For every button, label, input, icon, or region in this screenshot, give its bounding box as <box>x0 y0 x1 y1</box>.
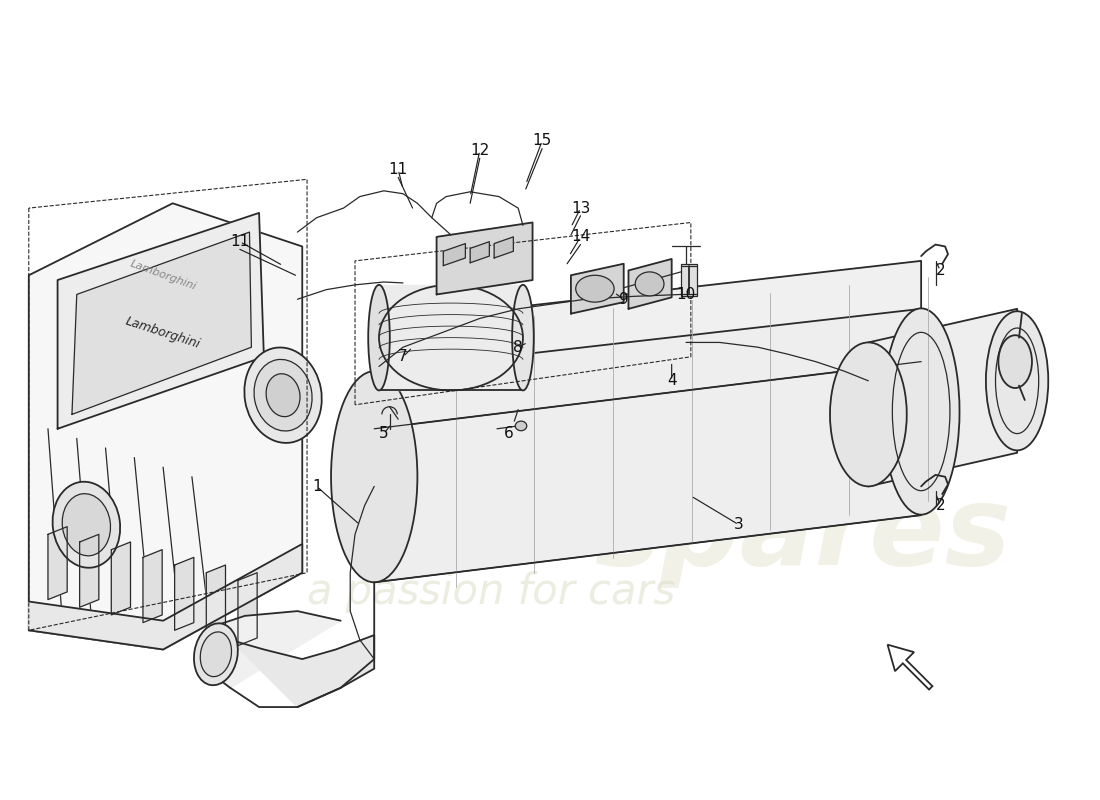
Text: 7: 7 <box>398 350 408 364</box>
Text: 11: 11 <box>230 234 250 249</box>
Polygon shape <box>48 526 67 599</box>
Ellipse shape <box>194 623 238 686</box>
Text: 11: 11 <box>388 162 408 178</box>
Text: 9: 9 <box>619 292 628 306</box>
Polygon shape <box>470 242 490 262</box>
Polygon shape <box>72 232 252 414</box>
FancyArrow shape <box>888 645 933 690</box>
Ellipse shape <box>575 275 614 302</box>
Text: Lamborghini: Lamborghini <box>129 258 198 292</box>
Ellipse shape <box>986 311 1048 450</box>
Polygon shape <box>175 558 194 630</box>
Ellipse shape <box>244 347 322 443</box>
Polygon shape <box>374 309 921 582</box>
Polygon shape <box>494 237 514 258</box>
Text: 4: 4 <box>667 374 676 388</box>
Polygon shape <box>143 550 162 622</box>
Ellipse shape <box>331 371 417 582</box>
Ellipse shape <box>254 359 312 431</box>
Ellipse shape <box>63 494 110 556</box>
Polygon shape <box>379 285 522 390</box>
Polygon shape <box>201 611 341 688</box>
Polygon shape <box>207 565 226 638</box>
Polygon shape <box>628 259 672 309</box>
Ellipse shape <box>200 632 231 677</box>
Text: 10: 10 <box>676 287 695 302</box>
Text: 2: 2 <box>935 498 945 513</box>
Ellipse shape <box>53 482 120 568</box>
Bar <box>681 264 696 296</box>
Polygon shape <box>238 573 257 646</box>
Ellipse shape <box>883 308 959 514</box>
Text: euro: euro <box>374 422 767 570</box>
Polygon shape <box>79 534 99 607</box>
Polygon shape <box>868 309 1018 486</box>
Ellipse shape <box>635 272 664 296</box>
Text: 3: 3 <box>734 518 744 532</box>
Text: 2: 2 <box>935 263 945 278</box>
Text: 15: 15 <box>532 134 552 149</box>
Text: 12: 12 <box>470 143 490 158</box>
Polygon shape <box>374 261 921 429</box>
Polygon shape <box>571 264 624 314</box>
Ellipse shape <box>513 285 534 390</box>
Polygon shape <box>29 203 303 650</box>
Polygon shape <box>29 544 303 650</box>
Ellipse shape <box>266 374 300 417</box>
Polygon shape <box>57 213 264 429</box>
Text: 5: 5 <box>379 426 388 441</box>
Polygon shape <box>443 243 465 266</box>
Text: spares: spares <box>595 481 1012 588</box>
Text: 1: 1 <box>311 479 321 494</box>
Text: 13: 13 <box>571 201 591 215</box>
Text: Lamborghini: Lamborghini <box>124 314 202 351</box>
Text: 8: 8 <box>514 340 522 354</box>
Polygon shape <box>230 635 374 707</box>
Text: 14: 14 <box>571 230 590 244</box>
Text: 6: 6 <box>504 426 514 441</box>
Polygon shape <box>111 542 131 615</box>
Ellipse shape <box>830 342 906 486</box>
Ellipse shape <box>368 285 389 390</box>
Ellipse shape <box>999 335 1032 388</box>
Polygon shape <box>437 222 532 294</box>
Ellipse shape <box>515 421 527 430</box>
Text: a passion for cars: a passion for cars <box>307 571 675 613</box>
